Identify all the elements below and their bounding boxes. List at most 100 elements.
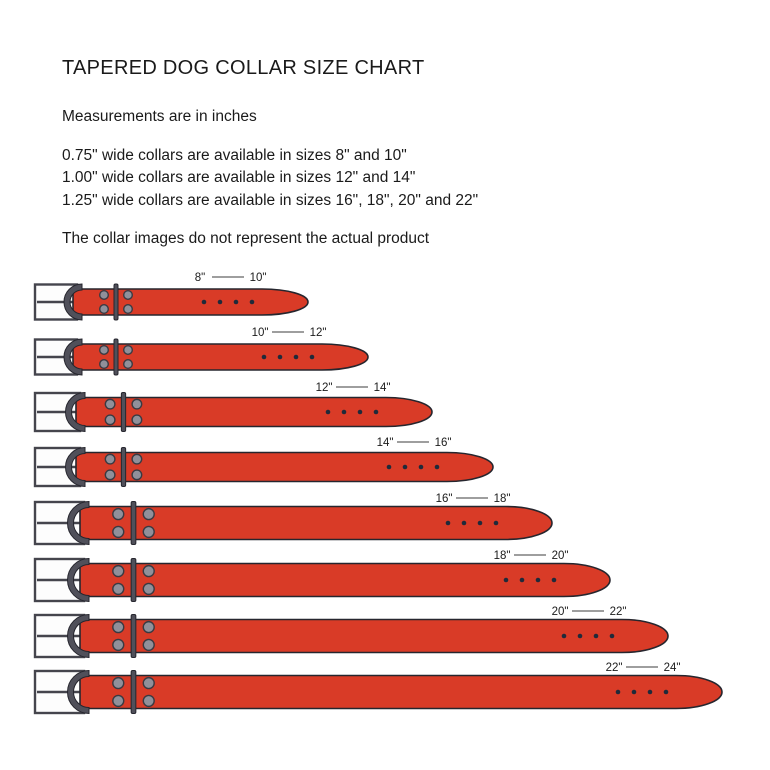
- width-availability-line: 1.00" wide collars are available in size…: [62, 169, 416, 187]
- collar-strap: [79, 505, 553, 541]
- belt-keeper: [130, 670, 137, 714]
- rivet: [98, 344, 109, 355]
- collar-strap: [75, 451, 494, 483]
- size-hole: [519, 577, 525, 583]
- collar-row: 22" 24": [33, 662, 723, 715]
- size-hole: [325, 409, 331, 415]
- belt-keeper: [130, 558, 137, 602]
- rivet: [122, 344, 133, 355]
- size-hole: [418, 464, 424, 470]
- size-hole: [647, 689, 653, 695]
- belt-fold-loop: [63, 283, 83, 321]
- belt-keeper: [130, 614, 137, 658]
- rivet: [122, 304, 133, 315]
- rivet: [98, 304, 109, 315]
- belt-keeper: [120, 447, 127, 487]
- size-end-label: 20": [552, 550, 569, 562]
- rivet: [112, 564, 125, 578]
- rivet: [142, 564, 155, 578]
- size-hole: [357, 409, 363, 415]
- belt-keeper: [130, 501, 137, 545]
- size-hole: [201, 299, 207, 305]
- rivet: [142, 620, 155, 634]
- belt-fold-loop: [65, 391, 86, 433]
- size-hole: [503, 577, 509, 583]
- size-hole: [373, 409, 379, 415]
- size-hole: [341, 409, 347, 415]
- width-availability-list: 0.75" wide collars are available in size…: [62, 145, 478, 212]
- size-hole: [663, 689, 669, 695]
- size-end-label: 14": [374, 382, 391, 394]
- rivet: [142, 676, 155, 690]
- size-hole: [402, 464, 408, 470]
- collar-row: 14" 16": [33, 437, 494, 488]
- size-hole: [277, 354, 283, 360]
- size-hole: [609, 633, 615, 639]
- rivet: [112, 638, 125, 652]
- size-hole: [535, 577, 541, 583]
- collar-strap: [75, 396, 433, 428]
- page-title: TAPERED DOG COLLAR SIZE CHART: [62, 57, 425, 79]
- collar-row: 8" 10": [33, 272, 309, 321]
- belt-fold-loop: [65, 446, 86, 488]
- belt-fold-loop: [63, 338, 83, 376]
- width-availability-line: 0.75" wide collars are available in size…: [62, 147, 407, 164]
- size-start-label: 10": [252, 327, 269, 339]
- belt-fold-loop: [67, 613, 90, 659]
- size-hole: [233, 299, 239, 305]
- size-end-label: 22": [610, 606, 627, 618]
- size-hole: [561, 633, 567, 639]
- collar-strap: [79, 618, 669, 654]
- rivet: [131, 453, 143, 465]
- size-hole: [261, 354, 267, 360]
- rivet: [104, 453, 116, 465]
- size-hole: [461, 520, 467, 526]
- size-hole: [593, 633, 599, 639]
- measurement-note: Measurements are in inches: [62, 108, 257, 125]
- size-hole: [434, 464, 440, 470]
- size-start-label: 22": [606, 662, 623, 674]
- size-end-label: 16": [435, 437, 452, 449]
- size-start-label: 14": [377, 437, 394, 449]
- rivet: [112, 694, 125, 708]
- rivet: [131, 398, 143, 410]
- belt-fold-loop: [67, 500, 90, 546]
- size-start-label: 12": [316, 382, 333, 394]
- collar-diagram: 8" 10" 10" 12" 12" 14" 14" 16" 16" 18" 18" 20" 20" 22…: [33, 272, 723, 715]
- size-start-label: 8": [195, 272, 205, 284]
- size-start-label: 16": [436, 493, 453, 505]
- belt-keeper: [120, 392, 127, 432]
- size-hole: [631, 689, 637, 695]
- rivet: [142, 582, 155, 596]
- collar-row: 18" 20": [33, 550, 611, 603]
- rivet: [104, 469, 116, 481]
- size-start-label: 20": [552, 606, 569, 618]
- belt-fold-loop: [67, 557, 90, 603]
- rivet: [112, 676, 125, 690]
- size-hole: [577, 633, 583, 639]
- size-hole: [493, 520, 499, 526]
- rivet: [142, 525, 155, 539]
- collar-strap: [79, 562, 611, 598]
- size-hole: [386, 464, 392, 470]
- size-hole: [445, 520, 451, 526]
- collar-row: 12" 14": [33, 382, 433, 433]
- size-hole: [293, 354, 299, 360]
- collar-row: 16" 18": [33, 493, 553, 546]
- collar-row: 10" 12": [33, 327, 369, 376]
- size-hole: [477, 520, 483, 526]
- rivet: [122, 359, 133, 370]
- size-end-label: 18": [494, 493, 511, 505]
- rivet: [98, 289, 109, 300]
- rivet: [112, 620, 125, 634]
- size-start-label: 18": [494, 550, 511, 562]
- size-hole: [615, 689, 621, 695]
- collar-strap: [72, 343, 369, 371]
- size-hole: [217, 299, 223, 305]
- size-hole: [551, 577, 557, 583]
- collar-strap: [79, 674, 723, 710]
- size-end-label: 12": [310, 327, 327, 339]
- rivet: [142, 638, 155, 652]
- size-end-label: 10": [250, 272, 267, 284]
